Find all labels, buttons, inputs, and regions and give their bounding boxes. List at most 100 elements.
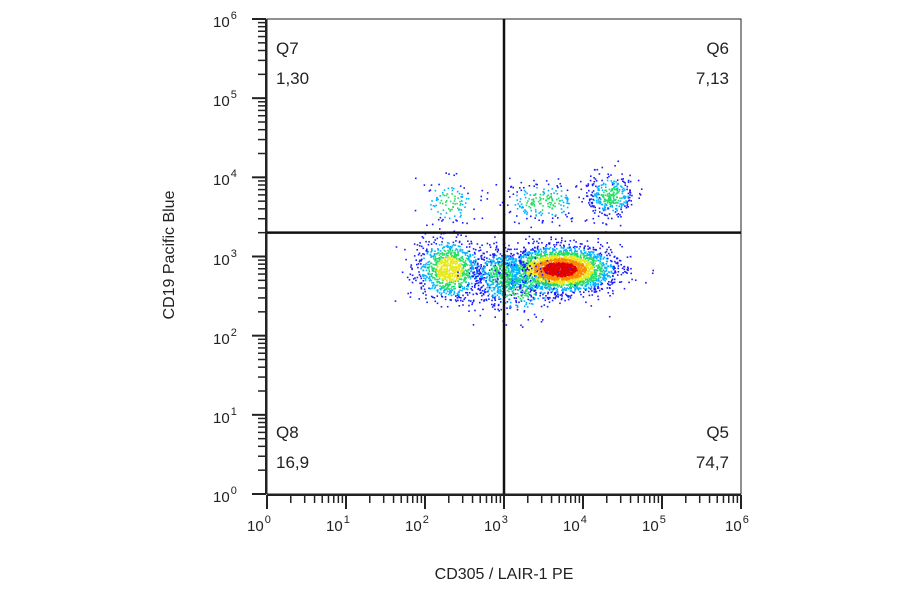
event-dot (517, 269, 519, 272)
event-dot (595, 290, 598, 293)
event-dot (468, 272, 471, 275)
event-dot (578, 262, 581, 265)
event-dot (530, 273, 532, 275)
event-dot (585, 278, 587, 281)
event-dot (588, 273, 590, 275)
event-dot (430, 256, 432, 258)
event-dot (482, 277, 484, 279)
event-dot (564, 299, 566, 302)
event-dot (577, 274, 580, 277)
event-dot (484, 266, 486, 268)
event-dot (536, 254, 538, 257)
event-dot (617, 265, 620, 267)
event-dot (555, 243, 558, 246)
event-dot (530, 215, 532, 218)
event-dot (505, 257, 507, 260)
event-dot (446, 193, 449, 195)
event-dot (449, 264, 452, 267)
event-dot (611, 265, 614, 268)
event-dot (438, 259, 441, 261)
event-dot (583, 254, 585, 257)
event-dot (614, 270, 616, 272)
event-dot (563, 254, 566, 256)
event-dot (570, 258, 573, 261)
event-dot (447, 293, 450, 296)
event-dot (529, 260, 531, 262)
event-dot (556, 282, 558, 284)
event-dot (623, 197, 626, 200)
event-dot (536, 270, 539, 272)
event-dot (639, 192, 641, 195)
event-dot (557, 273, 559, 276)
event-dot (448, 284, 451, 287)
event-dot (548, 286, 550, 288)
event-dot (417, 266, 419, 269)
event-dot (531, 257, 534, 259)
event-dot (599, 276, 602, 279)
event-dot (608, 271, 611, 274)
event-dot (534, 247, 536, 249)
event-dot (591, 263, 593, 265)
event-dot (587, 290, 590, 293)
event-dot (427, 250, 430, 253)
event-dot (449, 209, 452, 211)
event-dot (455, 219, 457, 221)
event-dot (465, 270, 468, 272)
event-dot (463, 274, 465, 276)
event-dot (562, 258, 564, 261)
event-dot (473, 264, 476, 266)
event-dot (560, 185, 562, 187)
event-dot (579, 260, 582, 262)
event-dot (419, 245, 421, 247)
event-dot (533, 259, 535, 262)
event-dot (565, 253, 567, 256)
event-dot (550, 236, 552, 238)
event-dot (508, 275, 510, 278)
event-dot (432, 204, 435, 207)
event-dot (519, 287, 521, 290)
event-dot (531, 273, 533, 275)
event-dot (521, 268, 523, 271)
event-dot (464, 202, 467, 204)
event-dot (514, 288, 517, 291)
event-dot (436, 257, 439, 260)
event-dot (410, 264, 413, 266)
event-dot (444, 270, 447, 273)
event-dot (450, 247, 453, 249)
event-dot (608, 315, 611, 318)
event-dot (458, 285, 461, 287)
event-dot (465, 277, 468, 279)
event-dot (444, 284, 447, 286)
event-dot (520, 181, 523, 184)
event-dot (577, 277, 579, 280)
event-dot (454, 195, 456, 198)
event-dot (451, 272, 454, 275)
event-dot (472, 248, 475, 250)
event-dot (428, 277, 430, 280)
event-dot (558, 262, 560, 264)
event-dot (606, 248, 608, 251)
event-dot (619, 197, 621, 199)
event-dot (615, 185, 618, 187)
event-dot (549, 275, 551, 278)
event-dot (593, 212, 596, 214)
event-dot (499, 274, 502, 276)
event-dot (452, 241, 455, 244)
event-dot (441, 241, 443, 243)
event-dot (506, 275, 508, 278)
event-dot (444, 298, 447, 301)
event-dot (511, 274, 514, 277)
event-dot (581, 270, 584, 272)
event-dot (510, 279, 512, 282)
event-dot (457, 233, 459, 236)
event-dot (509, 273, 512, 276)
event-dot (566, 199, 569, 201)
event-dot (430, 273, 432, 276)
event-dot (424, 279, 427, 282)
event-dot (627, 197, 630, 199)
event-dot (542, 220, 544, 222)
event-dot (583, 269, 586, 271)
event-dot (592, 246, 595, 249)
event-dot (560, 282, 562, 285)
event-dot (611, 283, 613, 285)
